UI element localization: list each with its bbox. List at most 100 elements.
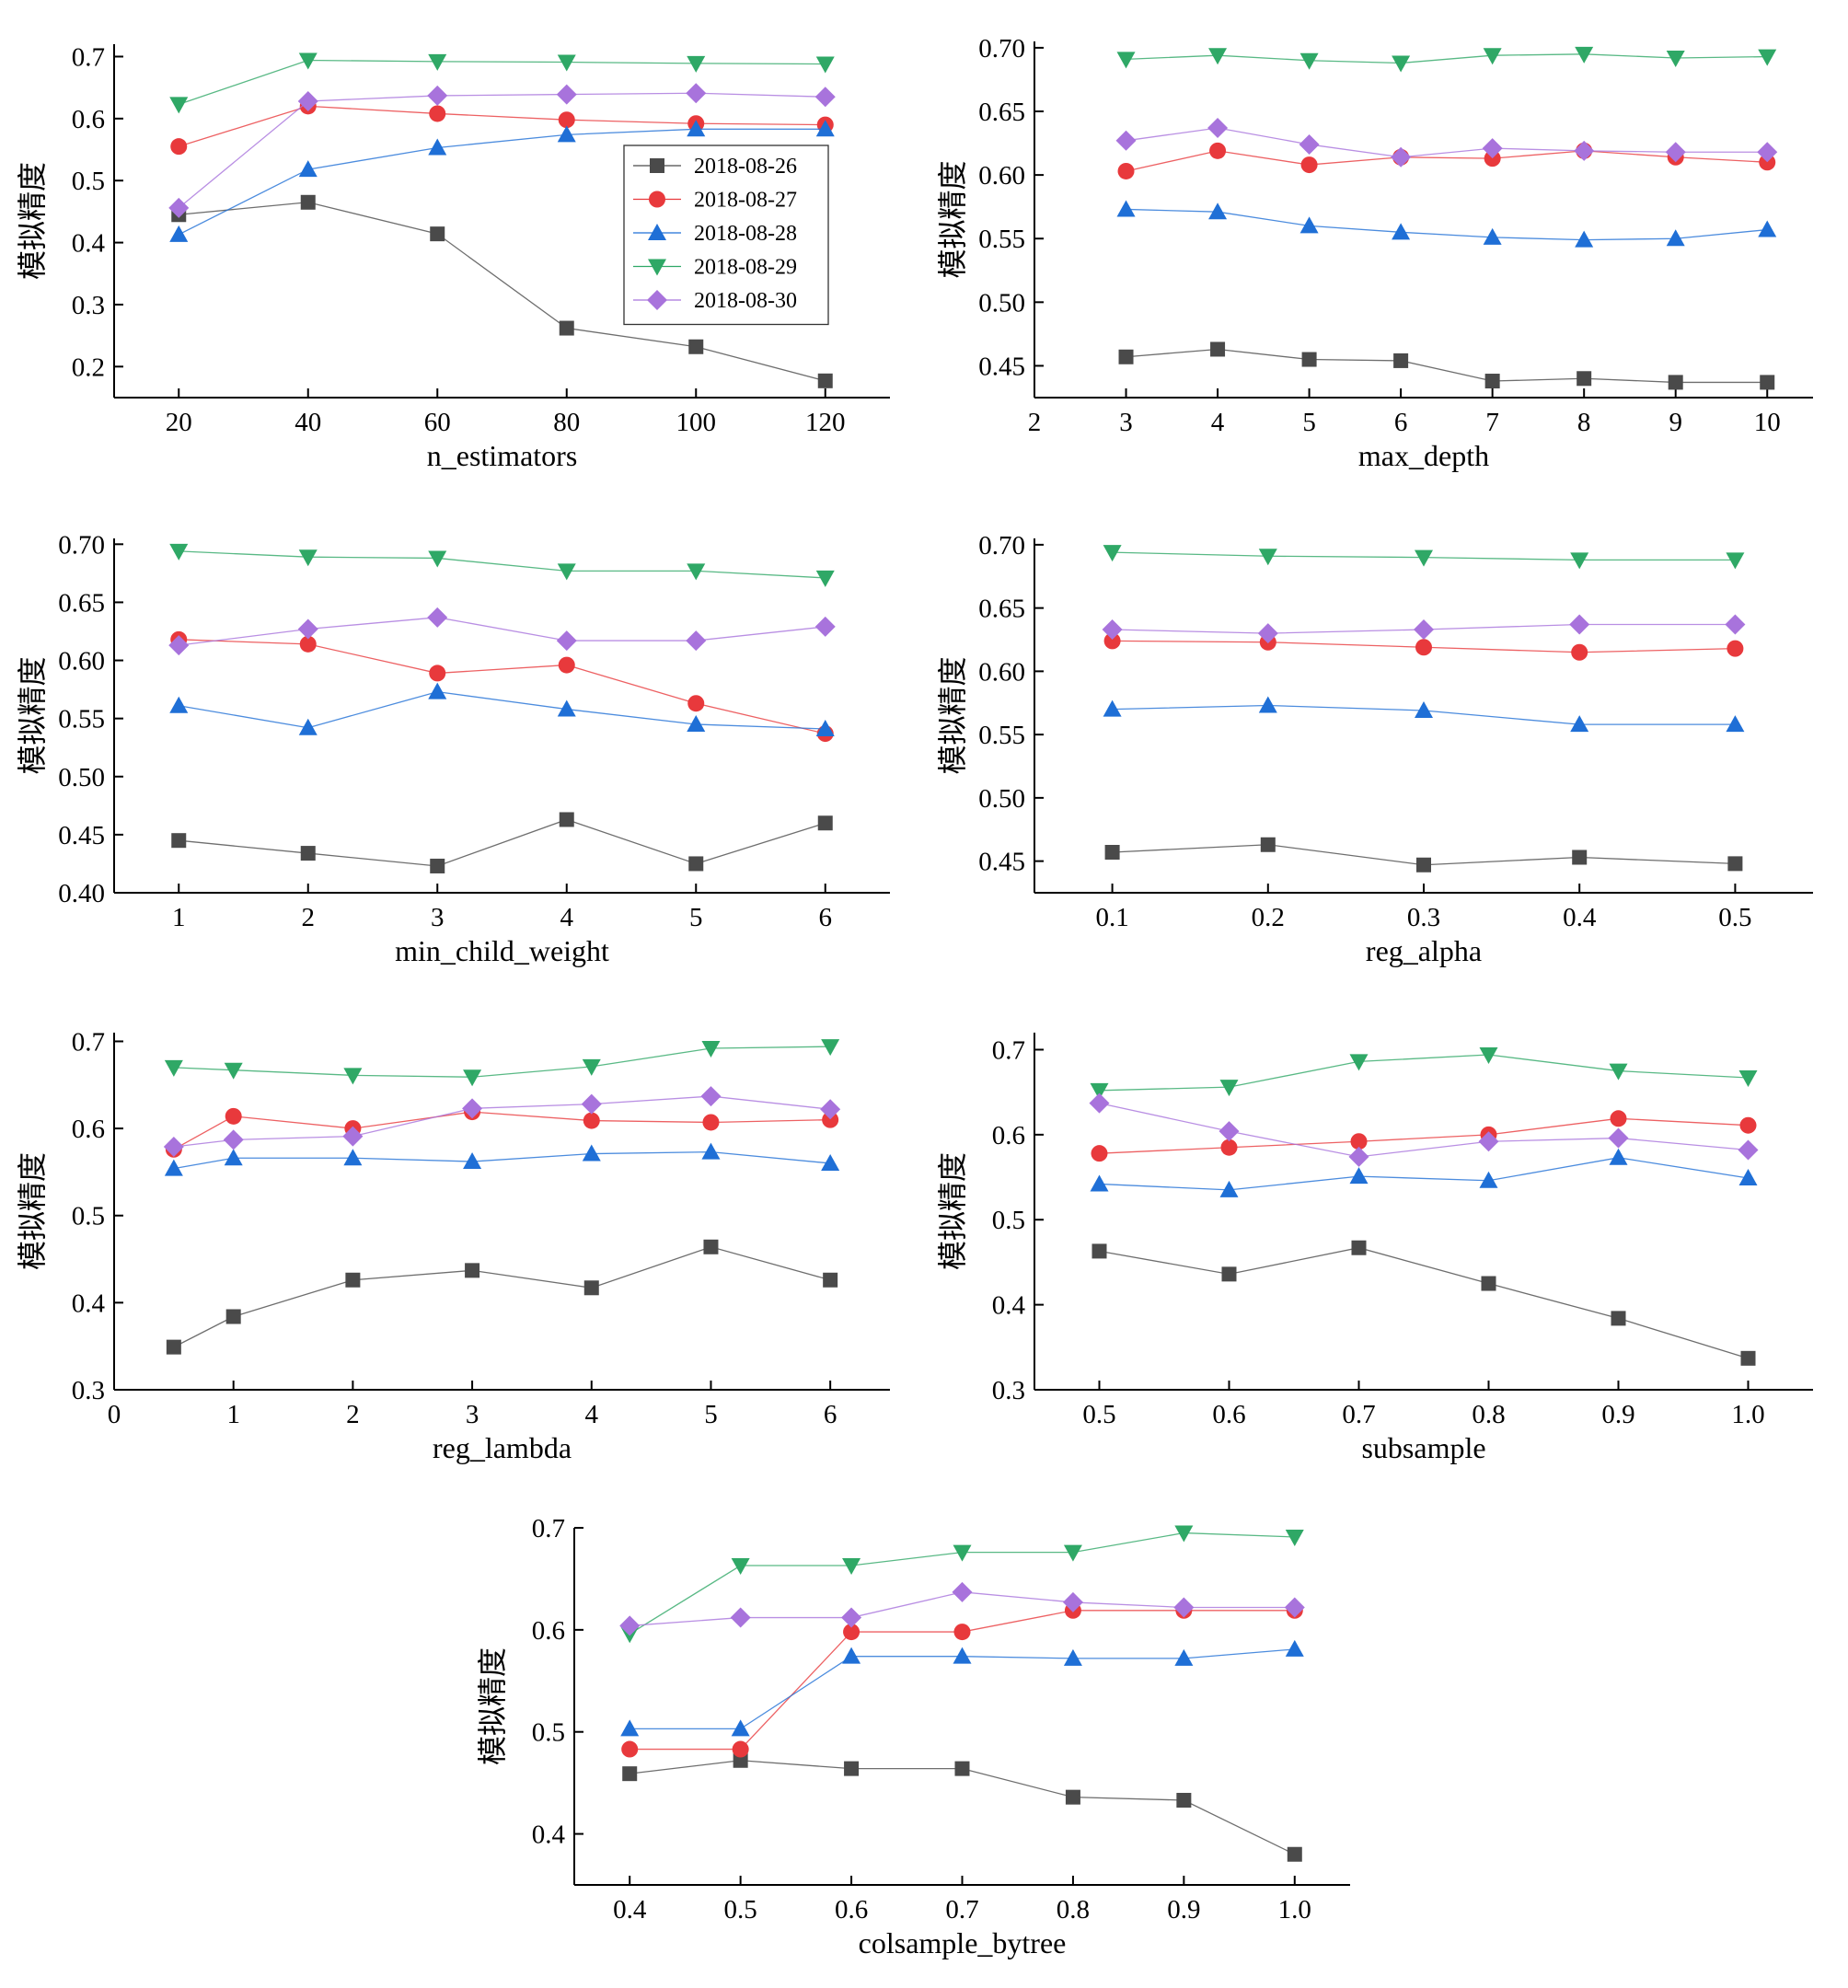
y-tick-label: 0.4: [72, 1289, 106, 1318]
data-point: [687, 120, 706, 137]
data-point: [1739, 1116, 1757, 1134]
data-point: [463, 1069, 482, 1087]
data-point: [1089, 1092, 1110, 1114]
data-point: [297, 618, 318, 640]
data-point: [558, 111, 575, 129]
series-2018-08-28: [1116, 200, 1777, 248]
y-tick-label: 0.7: [72, 42, 105, 72]
series-line: [179, 550, 826, 579]
data-point: [1208, 48, 1228, 65]
y-tick-label: 0.6: [72, 105, 105, 134]
data-point: [1392, 55, 1411, 73]
data-point: [1575, 46, 1594, 64]
x-tick-label: 5: [1302, 408, 1316, 437]
y-tick-label: 0.7: [992, 1035, 1025, 1065]
data-point: [622, 1766, 638, 1782]
y-tick-label: 0.7: [72, 1027, 105, 1057]
data-point: [687, 55, 706, 73]
data-point: [223, 1129, 244, 1150]
data-point: [225, 1107, 242, 1125]
data-point: [1609, 1148, 1628, 1165]
chart-panel-reg_alpha: 0.1 0.2 0.3 0.4 0.5 0.45 0.50 0.55 0.60 0.65 0.70 r…: [936, 531, 1813, 967]
series-2018-08-30: [163, 1086, 841, 1157]
data-point: [1299, 133, 1320, 155]
series-line: [178, 128, 826, 236]
data-point: [1285, 1639, 1304, 1657]
data-point: [841, 1607, 862, 1628]
data-point: [1483, 48, 1502, 65]
data-point: [1727, 856, 1743, 872]
data-point: [224, 1149, 243, 1166]
data-point: [1210, 341, 1226, 357]
data-point: [687, 563, 706, 581]
data-point: [842, 1647, 861, 1664]
data-point: [429, 105, 446, 122]
y-tick-label: 0.55: [58, 705, 105, 734]
data-point: [1116, 200, 1136, 217]
x-tick-label: 40: [295, 408, 321, 437]
data-point: [687, 714, 706, 732]
y-tick-label: 0.55: [978, 721, 1025, 750]
data-point: [1350, 1133, 1368, 1150]
y-tick-label: 0.3: [72, 1376, 105, 1405]
x-tick-label: 0.5: [1082, 1400, 1115, 1429]
data-point: [953, 1544, 972, 1562]
x-tick-label: 0.9: [1167, 1895, 1200, 1924]
y-tick-label: 0.6: [532, 1616, 565, 1646]
data-point: [224, 1062, 243, 1080]
y-tick-label: 0.2: [72, 353, 105, 382]
y-tick-label: 0.65: [58, 588, 105, 618]
data-point: [954, 1761, 970, 1776]
series-line: [1126, 150, 1768, 172]
data-point: [1572, 850, 1588, 865]
x-axis-title: subsample: [1361, 1431, 1485, 1464]
data-point: [427, 85, 448, 106]
data-point: [465, 1263, 480, 1278]
legend-marker: [649, 191, 665, 208]
data-point: [620, 1719, 640, 1737]
data-point: [733, 1752, 748, 1768]
series-2018-08-27: [1103, 632, 1744, 661]
data-point: [1575, 230, 1594, 248]
x-tick-label: 0.2: [1252, 903, 1285, 932]
series-2018-08-27: [1091, 1110, 1757, 1162]
series-line: [179, 639, 826, 734]
data-point: [168, 197, 190, 218]
series-2018-08-28: [164, 1142, 840, 1176]
x-tick-label: 5: [689, 903, 703, 932]
x-tick-label: 6: [819, 903, 833, 932]
y-tick-label: 0.5: [992, 1206, 1025, 1235]
data-point: [1219, 1080, 1239, 1097]
data-point: [1726, 715, 1745, 733]
series-line: [1099, 1247, 1749, 1359]
series-2018-08-26: [1091, 1240, 1756, 1366]
data-point: [1666, 229, 1685, 247]
data-point: [1219, 1121, 1240, 1142]
data-point: [583, 1280, 599, 1296]
data-point: [815, 120, 835, 137]
data-point: [1116, 52, 1136, 69]
data-point: [1391, 146, 1412, 168]
data-point: [1415, 639, 1432, 656]
legend-marker: [647, 290, 667, 310]
data-point: [1393, 353, 1409, 368]
y-tick-label: 0.65: [978, 98, 1025, 127]
data-point: [429, 665, 446, 682]
y-tick-label: 0.70: [978, 531, 1025, 561]
chart-panel-n_estimators: 20 40 60 80 100 120 0.2 0.3 0.4 0.5 0.6 0.7 n_estima…: [16, 42, 890, 472]
data-point: [701, 1041, 721, 1058]
legend: 2018-08-26 2018-08-27 2018-08-28 2018-08-29…: [623, 144, 829, 326]
data-point: [700, 1086, 722, 1107]
data-point: [557, 699, 576, 717]
y-tick-label: 0.4: [72, 229, 106, 259]
data-point: [1609, 1063, 1628, 1081]
series-2018-08-30: [1115, 117, 1778, 168]
data-point: [686, 83, 707, 104]
series-2018-08-29: [1116, 46, 1777, 73]
data-point: [1608, 1127, 1629, 1149]
data-point: [732, 1740, 749, 1758]
series-2018-08-30: [1102, 614, 1746, 644]
data-point: [1301, 352, 1317, 367]
series-2018-08-29: [169, 52, 835, 114]
series-2018-08-29: [169, 543, 835, 587]
